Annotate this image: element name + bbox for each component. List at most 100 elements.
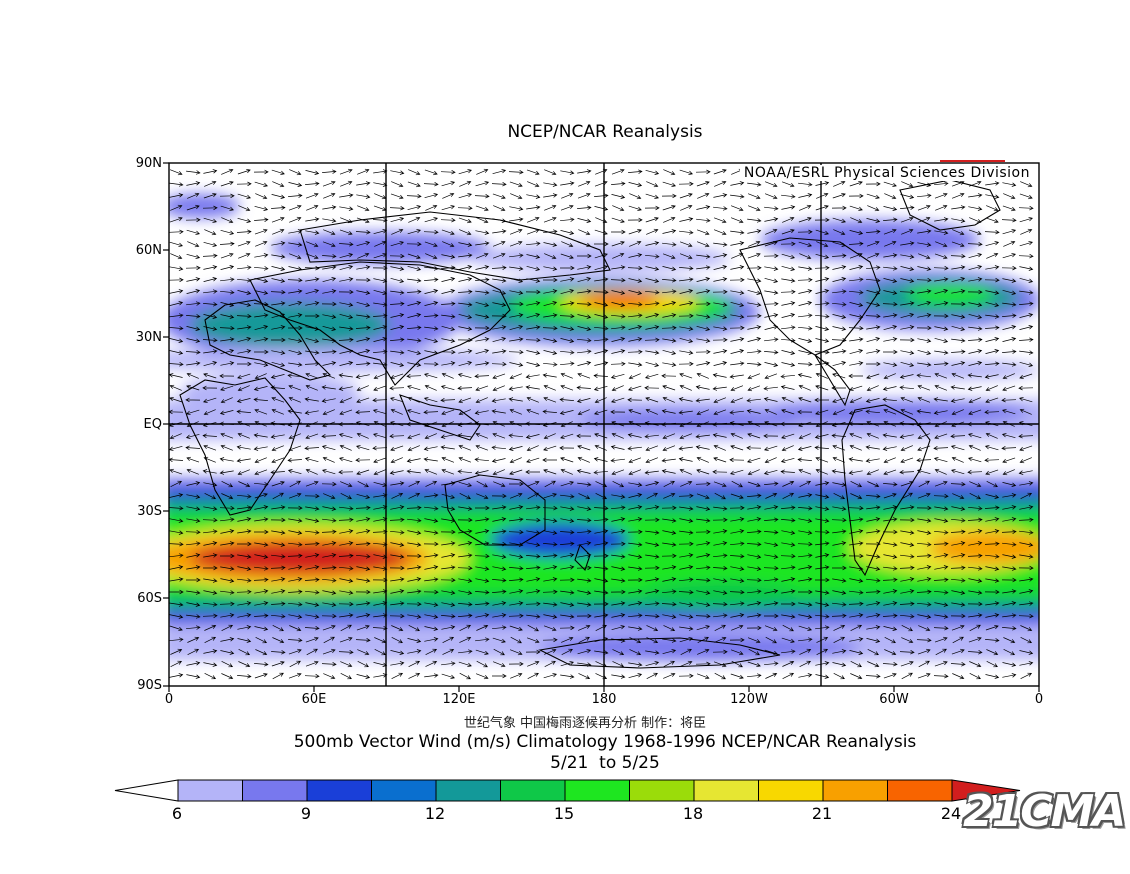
wind-arrow <box>781 649 796 654</box>
wind-arrow <box>526 216 540 223</box>
wind-arrow <box>780 374 795 379</box>
wind-arrow <box>169 301 184 306</box>
wind-arrow <box>697 636 709 644</box>
wind-arrow <box>271 660 285 667</box>
wind-arrow <box>934 301 949 306</box>
wind-arrow <box>254 362 269 367</box>
colorbar-end-low <box>114 779 179 802</box>
wind-arrow <box>680 480 693 487</box>
wind-arrow <box>169 409 184 415</box>
wind-arrow <box>321 349 337 354</box>
wind-arrow <box>849 637 864 642</box>
wind-arrow <box>220 337 235 342</box>
wind-arrow <box>594 206 609 211</box>
wind-arrow <box>1019 481 1034 486</box>
wind-arrow <box>338 469 354 475</box>
wind-arrow <box>662 313 677 318</box>
wind-arrow <box>746 577 762 583</box>
wind-arrow <box>508 446 523 451</box>
wind-arrow <box>916 373 931 378</box>
wind-arrow <box>713 168 727 175</box>
wind-arrow <box>442 241 455 248</box>
wind-arrow <box>662 648 677 655</box>
wind-arrow <box>832 565 847 571</box>
wind-arrow <box>542 457 557 463</box>
wind-arrow <box>679 626 694 631</box>
wind-arrow <box>730 432 743 439</box>
wind-arrow <box>220 361 235 366</box>
wind-arrow <box>220 229 235 236</box>
wind-arrow <box>882 662 898 667</box>
wind-arrow <box>680 204 693 211</box>
wind-arrow <box>288 362 303 367</box>
wind-arrow <box>679 433 693 440</box>
wind-arrow <box>1001 397 1017 403</box>
wind-arrow <box>356 194 371 199</box>
wind-arrow <box>950 613 966 619</box>
wind-arrow <box>780 385 795 390</box>
watermark-logo: 21CMA <box>963 786 1126 837</box>
wind-arrow <box>476 217 489 224</box>
wind-arrow <box>322 648 336 655</box>
wind-arrow <box>627 433 642 438</box>
wind-arrow <box>815 494 830 499</box>
wind-arrow <box>577 289 592 294</box>
colorbar-label: 21 <box>811 804 833 823</box>
wind-arrow <box>543 301 558 307</box>
wind-arrow <box>712 386 727 391</box>
wind-arrow <box>389 470 404 475</box>
wind-arrow <box>543 362 558 367</box>
wind-arrow <box>492 349 507 354</box>
wind-arrow <box>934 433 948 440</box>
wind-arrow <box>372 529 388 534</box>
wind-arrow <box>202 385 218 391</box>
wind-arrow <box>186 565 201 570</box>
wind-arrow <box>696 518 711 523</box>
wind-arrow <box>678 181 694 187</box>
wind-arrow <box>798 384 811 391</box>
wind-arrow <box>661 409 676 414</box>
wind-arrow <box>850 480 863 488</box>
wind-arrow <box>1003 637 1016 644</box>
wind-arrow <box>1002 252 1016 259</box>
wind-arrow <box>441 590 456 595</box>
wind-arrow <box>629 193 642 200</box>
wind-arrow <box>832 302 847 307</box>
wind-arrow <box>407 408 421 415</box>
wind-arrow <box>356 290 371 295</box>
wind-arrow <box>271 396 285 403</box>
wind-arrow <box>169 277 184 283</box>
wind-arrow <box>918 253 931 260</box>
wind-arrow <box>663 660 675 668</box>
wind-arrow <box>220 432 234 439</box>
wind-arrow <box>373 589 388 594</box>
wind-arrow <box>628 517 643 522</box>
wind-arrow <box>390 193 404 200</box>
wind-arrow <box>577 518 592 523</box>
wind-arrow <box>526 396 539 403</box>
wind-arrow <box>900 216 914 223</box>
wind-arrow <box>747 517 762 522</box>
wind-arrow <box>475 349 490 355</box>
wind-arrow <box>407 253 421 260</box>
wind-arrow <box>797 229 813 235</box>
wind-arrow <box>764 661 779 666</box>
wind-arrow <box>611 181 626 186</box>
wind-arrow <box>679 530 694 535</box>
wind-arrow <box>661 505 677 511</box>
wind-arrow <box>219 241 235 246</box>
wind-arrow <box>492 385 505 392</box>
wind-arrow <box>611 529 626 534</box>
wind-arrow <box>644 434 659 439</box>
wind-arrow <box>593 553 609 559</box>
wind-arrow <box>407 289 422 294</box>
wind-arrow <box>713 277 728 282</box>
wind-arrow <box>508 397 523 402</box>
wind-arrow <box>679 372 693 379</box>
wind-arrow <box>662 577 677 582</box>
wind-arrow <box>882 613 898 618</box>
wind-arrow <box>407 530 422 535</box>
wind-arrow <box>1019 193 1033 200</box>
wind-arrow <box>305 230 320 235</box>
wind-arrow <box>492 578 507 583</box>
